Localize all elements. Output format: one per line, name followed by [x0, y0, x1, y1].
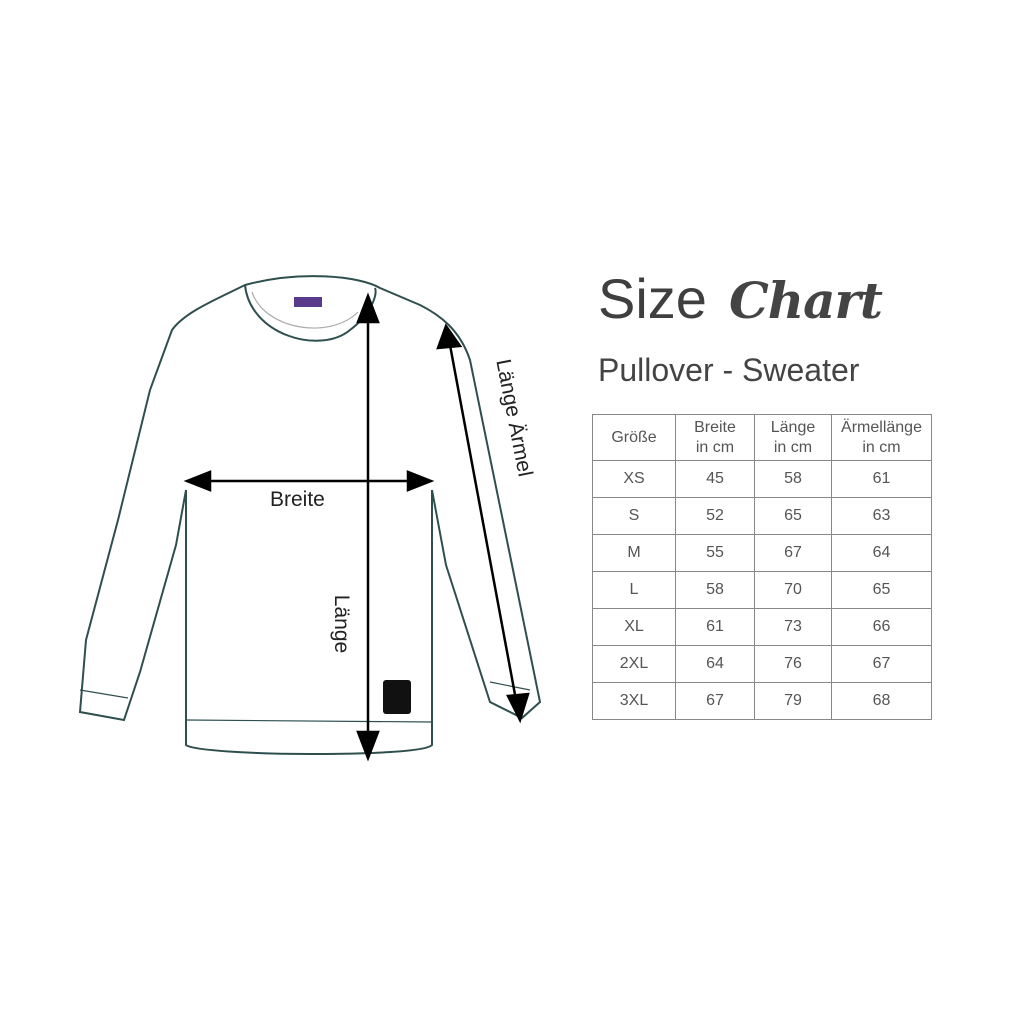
- cell-width: 67: [675, 682, 755, 720]
- cell-length: 67: [754, 534, 832, 572]
- cell-length: 65: [754, 497, 832, 535]
- sleeve-arrow-head-top: [436, 323, 463, 350]
- table-header-row: Größe Breite in cm Länge in cm Ärmellänge i…: [592, 414, 932, 461]
- size-table: Größe Breite in cm Länge in cm Ärmellänge i…: [592, 414, 932, 720]
- length-label: Länge: [330, 594, 354, 654]
- table-row: M 55 67 64: [592, 534, 932, 572]
- cell-size: 3XL: [592, 682, 676, 720]
- cell-width: 52: [675, 497, 755, 535]
- table-row: L 58 70 65: [592, 571, 932, 609]
- title-size: Size: [598, 267, 707, 330]
- cell-sleeve: 68: [831, 682, 932, 720]
- cell-length: 79: [754, 682, 832, 720]
- cell-width: 55: [675, 534, 755, 572]
- cell-length: 73: [754, 608, 832, 646]
- sleeve-arrow: [448, 344, 518, 701]
- cell-size: XL: [592, 608, 676, 646]
- table-row: S 52 65 63: [592, 497, 932, 535]
- sleeve-arrow-head-bottom: [506, 692, 530, 724]
- cell-sleeve: 65: [831, 571, 932, 609]
- measure-arrows: [183, 292, 530, 762]
- header-width: Breite in cm: [675, 414, 755, 461]
- cell-sleeve: 66: [831, 608, 932, 646]
- header-length-unit: in cm: [773, 438, 813, 456]
- width-label: Breite: [270, 488, 325, 511]
- table-row: 2XL 64 76 67: [592, 645, 932, 683]
- table-row: XL 61 73 66: [592, 608, 932, 646]
- cell-size: M: [592, 534, 676, 572]
- header-size: Größe: [592, 414, 676, 461]
- header-width-unit: in cm: [695, 438, 735, 456]
- length-arrow-head-bottom: [356, 730, 380, 762]
- width-arrow-head-left: [183, 470, 212, 492]
- cell-length: 70: [754, 571, 832, 609]
- neck-tag: [294, 297, 322, 307]
- cell-sleeve: 63: [831, 497, 932, 535]
- page-title: Size Chart: [598, 266, 883, 331]
- cell-width: 45: [675, 460, 755, 498]
- table-row: XS 45 58 61: [592, 460, 932, 498]
- cell-length: 76: [754, 645, 832, 683]
- cell-size: 2XL: [592, 645, 676, 683]
- cell-width: 61: [675, 608, 755, 646]
- title-chart: Chart: [728, 271, 883, 330]
- sweater-outline: [78, 275, 542, 755]
- cell-width: 58: [675, 571, 755, 609]
- header-width-text: Breite: [694, 418, 736, 436]
- cell-sleeve: 61: [831, 460, 932, 498]
- header-sleeve-text: Ärmellänge: [841, 418, 922, 436]
- subtitle: Pullover - Sweater: [598, 352, 860, 388]
- header-sleeve: Ärmellänge in cm: [831, 414, 932, 461]
- cell-sleeve: 64: [831, 534, 932, 572]
- header-length: Länge in cm: [754, 414, 832, 461]
- cell-sleeve: 67: [831, 645, 932, 683]
- cell-length: 58: [754, 460, 832, 498]
- cell-size: S: [592, 497, 676, 535]
- header-size-text: Größe: [611, 428, 657, 446]
- width-arrow-head-right: [406, 470, 435, 492]
- header-sleeve-unit: in cm: [862, 438, 901, 456]
- cell-size: XS: [592, 460, 676, 498]
- cell-width: 64: [675, 645, 755, 683]
- table-row: 3XL 67 79 68: [592, 682, 932, 720]
- cell-size: L: [592, 571, 676, 609]
- logo-patch: [383, 680, 411, 714]
- length-arrow-head-top: [356, 292, 380, 324]
- header-length-text: Länge: [770, 418, 816, 436]
